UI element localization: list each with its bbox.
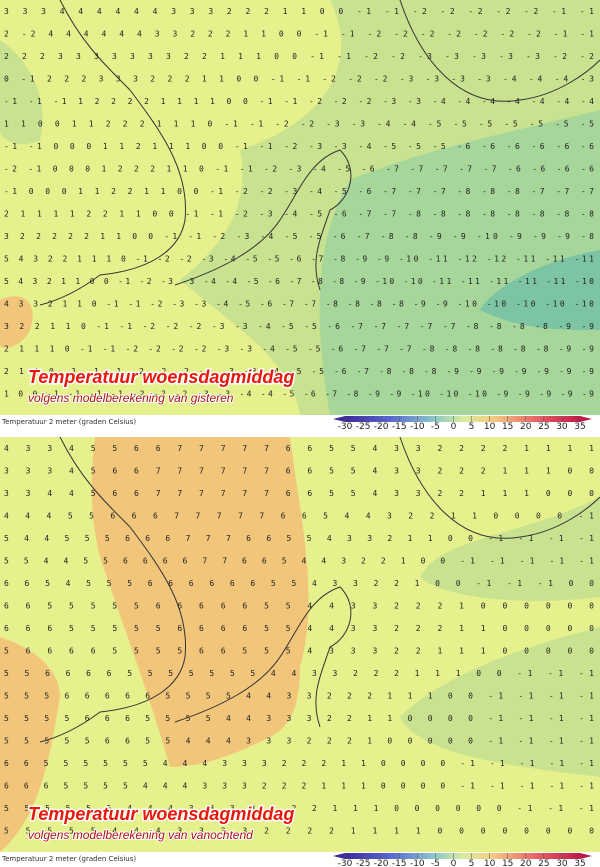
value-row: 6 6 5 5 5 5 5 6 6 6 6 6 5 5 4 4 3 3 2 2 … — [4, 602, 594, 611]
colorbar-label: -5 — [431, 422, 440, 432]
value-row: 0 -1 2 2 2 3 3 3 2 2 2 1 1 0 0 -1 -1 -2 … — [4, 75, 594, 84]
map-subtitle: volgens modelberekening van vanochtend — [28, 828, 253, 842]
colorbar-label: 30 — [556, 422, 568, 432]
colorbar — [345, 416, 580, 422]
value-row: 5 6 6 6 6 5 5 5 5 6 6 5 5 5 4 3 3 3 2 2 … — [4, 647, 594, 656]
colorbar-label: -15 — [392, 859, 407, 867]
colorbar-label: -10 — [410, 859, 425, 867]
value-row: 1 0 0 -1 -1 -1 -1 -2 -2 -2 -3 -3 -4 -4 -… — [4, 390, 594, 399]
map-panel: 4 3 3 4 5 5 6 6 7 7 7 7 7 6 6 5 5 4 3 3 … — [0, 436, 600, 867]
colorbar-label: 15 — [502, 859, 513, 867]
legend-label: Temperatuur 2 meter (graden Celsius) — [1, 418, 136, 426]
colorbar — [345, 853, 580, 859]
value-row: 2 1 0 0 -1 -1 -1 -2 -2 -2 -2 -3 -3 -4 -5… — [4, 367, 594, 376]
coastline — [399, 436, 600, 539]
colorbar-label: -5 — [431, 859, 440, 867]
temp-zone — [319, 110, 600, 415]
map-subtitle: volgens modelberekening van gisteren — [28, 391, 234, 405]
colorbar-label: 35 — [574, 422, 585, 432]
value-row: 4 3 3 2 1 1 0 -1 -1 -2 -3 -3 -4 -5 -6 -7… — [4, 300, 594, 309]
value-row: -2 -1 0 0 0 1 2 2 2 1 1 0 -1 -1 -2 -3 -4… — [4, 165, 594, 174]
temp-zone — [0, 296, 33, 348]
value-row: 6 6 6 5 5 5 5 5 6 6 6 6 5 5 4 4 3 3 2 2 … — [4, 624, 594, 633]
colorbar-label: -30 — [338, 859, 353, 867]
colorbar-label: 10 — [484, 859, 496, 867]
legend-label: Temperatuur 2 meter (graden Celsius) — [1, 855, 136, 863]
value-row: 2 -2 4 4 4 4 4 4 3 3 2 2 2 1 1 0 0 -1 -1… — [4, 30, 594, 39]
value-row: 3 3 4 4 5 6 6 7 7 7 7 7 7 6 6 5 5 4 3 3 … — [4, 489, 594, 498]
value-row: 5 5 5 5 6 6 6 5 5 5 5 4 4 3 3 3 2 2 1 1 … — [4, 714, 594, 723]
coastline — [399, 0, 600, 102]
colorbar-label: -10 — [410, 422, 425, 432]
colorbar-label: 25 — [538, 422, 549, 432]
colorbar-end — [333, 853, 345, 859]
colorbar-end — [580, 416, 592, 422]
colorbar-label: 25 — [538, 859, 549, 867]
temp-zone — [0, 637, 60, 852]
value-row: 3 3 3 4 5 6 6 7 7 7 7 7 7 6 6 5 5 4 3 3 … — [4, 467, 594, 476]
colorbar-label: -15 — [392, 422, 407, 432]
map-title: Temperatuur woensdagmiddag — [28, 804, 294, 824]
colorbar-label: 0 — [451, 422, 457, 432]
value-row: 4 3 3 4 5 5 6 6 7 7 7 7 7 6 6 5 5 4 3 3 … — [4, 444, 594, 453]
value-row: 5 4 4 5 5 5 6 6 6 7 7 7 6 6 5 5 4 3 3 2 … — [4, 534, 594, 543]
colorbar-label: -20 — [374, 859, 389, 867]
colorbar-label: 5 — [469, 859, 475, 867]
temp-zone — [0, 40, 43, 145]
value-row: 5 5 5 5 5 6 6 5 5 4 4 4 3 3 3 2 2 2 1 0 … — [4, 737, 594, 746]
temp-zone — [420, 497, 600, 601]
coastline — [39, 436, 187, 743]
colorbar-label: 20 — [520, 859, 532, 867]
value-row: 5 5 5 5 5 4 4 4 3 3 3 3 2 2 2 2 1 1 1 1 … — [4, 827, 594, 836]
coastline — [174, 586, 352, 728]
colorbar-label: 35 — [574, 859, 585, 867]
value-row: 5 4 3 2 1 1 0 0 -1 -2 -3 -3 -4 -4 -5 -6 … — [4, 277, 594, 286]
map-title: Temperatuur woensdagmiddag — [28, 367, 294, 387]
colorbar-end — [580, 853, 592, 859]
coastline — [39, 0, 187, 306]
colorbar-label: 20 — [520, 422, 532, 432]
temp-zone — [480, 250, 600, 330]
colorbar-label: 15 — [502, 422, 513, 432]
temp-zone — [400, 627, 600, 777]
colorbar-label: -30 — [338, 422, 353, 432]
map-panel: 3 3 3 4 4 4 4 4 4 3 3 3 2 2 2 1 1 0 0 -1… — [0, 0, 600, 432]
colorbar-label: 5 — [469, 422, 475, 432]
temp-zone — [91, 437, 309, 767]
colorbar-end — [333, 416, 345, 422]
value-row: 5 5 5 6 6 6 6 6 5 5 5 5 4 4 3 3 2 2 2 1 … — [4, 692, 594, 701]
value-row: 3 2 2 1 1 0 -1 -1 -2 -2 -2 -3 -3 -4 -5 -… — [4, 322, 594, 331]
colorbar-label: -25 — [356, 422, 371, 432]
coastline — [174, 149, 352, 291]
colorbar-label: -25 — [356, 859, 371, 867]
colorbar-label: -20 — [374, 422, 389, 432]
colorbar-label: 10 — [484, 422, 496, 432]
colorbar-label: 0 — [451, 859, 457, 867]
value-row: 5 4 3 2 2 1 1 1 0 -1 -2 -2 -3 -4 -5 -5 -… — [4, 255, 594, 264]
colorbar-label: 30 — [556, 859, 568, 867]
